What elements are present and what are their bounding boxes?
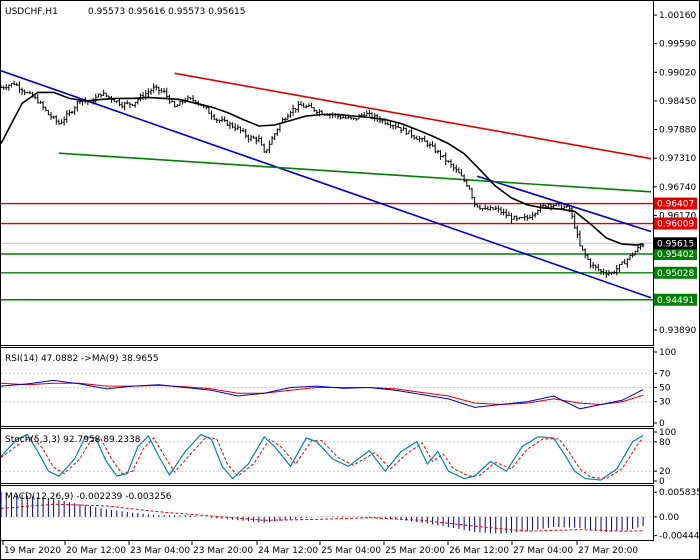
price-tick-label: 0.99590 — [659, 40, 696, 50]
trendline — [174, 72, 652, 160]
x-tick-label: 19 Mar 2020 — [4, 546, 61, 556]
rsi-line — [0, 379, 644, 410]
level-label-box — [654, 266, 697, 279]
indicator-tick-label: 50 — [659, 384, 671, 394]
stoch-panel — [0, 428, 654, 484]
level-label-box — [654, 197, 697, 210]
stoch-main-line — [0, 433, 644, 481]
indicator-tick-label: 100 — [659, 428, 676, 438]
x-tick-label: 25 Mar 20:00 — [385, 546, 445, 556]
level-label-box — [654, 248, 697, 261]
current-price-box — [654, 237, 697, 250]
trendline — [1, 70, 652, 299]
moving-average-line — [1, 91, 644, 246]
trendline — [58, 152, 652, 193]
x-tick-label: 23 Mar 20:00 — [193, 546, 253, 556]
trendline — [477, 175, 652, 233]
x-tick-label: 26 Mar 12:00 — [449, 546, 509, 556]
indicator-tick-label: 0 — [659, 419, 665, 429]
current-price-label: 0.95615 — [657, 239, 694, 249]
macd-label: MACD(12,26,9) -0.002239 -0.003256 — [5, 492, 172, 502]
rsi-label: RSI(14) 47.0882 ->MA(9) 38.9655 — [5, 354, 159, 364]
price-tick-label: 0.97310 — [659, 154, 696, 164]
indicator-tick-label: 80 — [659, 438, 671, 448]
level-label: 0.95402 — [657, 250, 694, 260]
stoch-signal-line — [0, 436, 644, 480]
level-label: 0.96407 — [657, 200, 694, 210]
x-tick-label: 27 Mar 04:00 — [513, 546, 573, 556]
level-label: 0.96009 — [657, 220, 694, 230]
x-tick-label: 20 Mar 12:00 — [66, 546, 126, 556]
price-tick-label: 0.99020 — [659, 68, 696, 78]
indicator-tick-label: 0.00 — [659, 513, 679, 523]
main-panel — [0, 0, 654, 346]
x-tick-label: 23 Mar 04:00 — [130, 546, 190, 556]
level-label-box — [654, 293, 697, 306]
level-label: 0.95028 — [657, 269, 694, 279]
x-tick-label: 25 Mar 04:00 — [321, 546, 381, 556]
macd-signal-line — [0, 503, 644, 532]
stoch-label: Stoch(5,3,3) 92.7958 89.2338 — [5, 435, 141, 445]
price-tick-label: 0.97880 — [659, 126, 696, 136]
indicator-tick-label: 70 — [659, 369, 671, 379]
indicator-tick-label: 0.005835 — [659, 488, 700, 498]
indicator-tick-label: -0.00444 — [659, 532, 700, 542]
price-tick-label: 1.00160 — [659, 11, 696, 21]
price-tick-label: 0.96740 — [659, 183, 696, 193]
chart-symbol-timeframe: USDCHF,H1 — [5, 7, 58, 17]
price-tick-label: 0.98450 — [659, 97, 696, 107]
indicator-tick-label: 0 — [659, 477, 665, 487]
chart-ohlc-readout: 0.95573 0.95616 0.95573 0.95615 — [88, 7, 245, 17]
level-label-box — [654, 217, 697, 230]
indicator-tick-label: 100 — [659, 348, 676, 358]
indicator-tick-label: 30 — [659, 398, 671, 408]
level-label: 0.94491 — [657, 296, 694, 306]
price-tick-label: 0.96170 — [659, 211, 696, 221]
price-tick-label: 0.93890 — [659, 326, 696, 336]
x-tick-label: 27 Mar 20:00 — [578, 546, 638, 556]
indicator-tick-label: 20 — [659, 467, 671, 477]
x-tick-label: 24 Mar 12:00 — [258, 546, 318, 556]
